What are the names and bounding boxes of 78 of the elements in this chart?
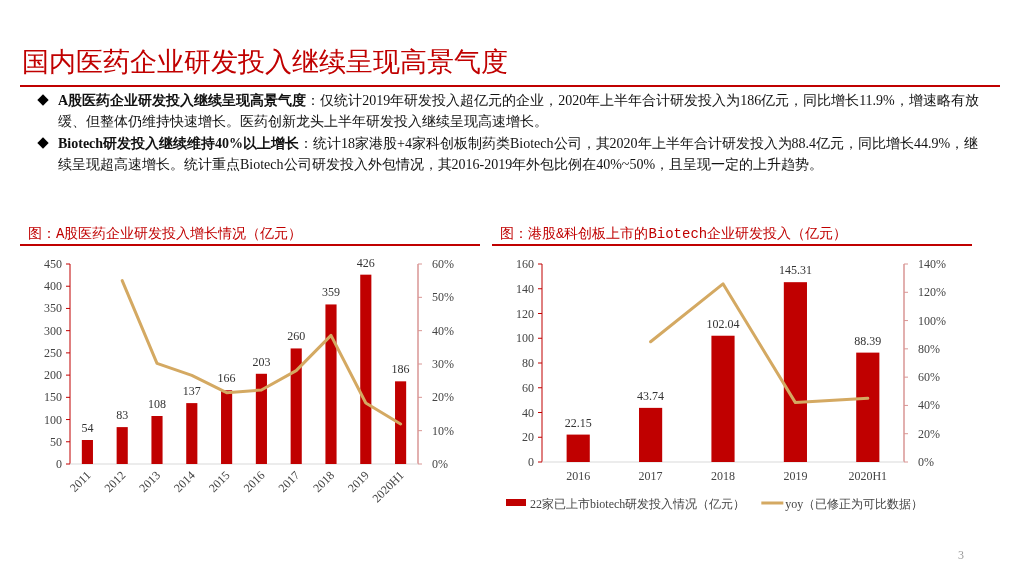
data-label: 43.74	[637, 388, 665, 403]
data-label: 166	[217, 371, 236, 386]
bar	[186, 403, 198, 464]
y2-tick-label: 100%	[918, 313, 946, 328]
y2-tick-label: 10%	[432, 423, 454, 438]
y2-tick-label: 20%	[918, 426, 940, 441]
y-tick-label: 40	[522, 405, 534, 420]
y-tick-label: 350	[44, 301, 62, 316]
bar	[711, 335, 735, 462]
data-label: 359	[322, 285, 340, 300]
y-tick-label: 120	[516, 306, 534, 321]
bar	[255, 373, 267, 464]
bar	[783, 282, 807, 462]
chart-title: 图：港股&科创板上市的Biotech企业研发投入（亿元）	[500, 226, 848, 242]
x-tick-label: 2017	[638, 469, 663, 483]
bar	[325, 304, 337, 464]
y2-tick-label: 60%	[432, 257, 454, 271]
y2-tick-label: 30%	[432, 357, 454, 371]
y2-tick-label: 80%	[918, 341, 940, 356]
y2-tick-label: 0%	[918, 455, 934, 469]
text: 3	[958, 548, 964, 563]
y-tick-label: 140	[516, 281, 534, 296]
bar	[151, 416, 163, 464]
bar	[639, 407, 663, 462]
y2-tick-label: 40%	[432, 323, 454, 338]
data-label: 83	[116, 408, 129, 423]
legend-label: 22家已上市biotech研发投入情况（亿元）	[530, 497, 746, 511]
chart-title: 图：A股医药企业研发投入增长情况（亿元）	[28, 226, 303, 242]
y-tick-label: 150	[44, 390, 62, 405]
x-tick-label: 2020H1	[848, 469, 888, 483]
data-label: 186	[391, 362, 410, 377]
y2-tick-label: 20%	[432, 390, 454, 405]
data-label: 137	[182, 384, 201, 399]
bar	[566, 434, 590, 462]
legend-label: yoy（已修正为可比数据）	[785, 497, 924, 511]
data-label: 88.39	[854, 333, 882, 348]
x-tick-label: 2016	[566, 469, 591, 483]
data-label: 102.04	[706, 316, 740, 331]
data-label: 22.15	[564, 415, 592, 430]
bar	[856, 352, 880, 462]
bar	[360, 274, 372, 464]
y-tick-label: 0	[56, 457, 62, 471]
text: A股医药企业研发投入继续呈现高景气度：仅统计2019年研发投入超亿元的企业，2020年上半年合计研发投入为186亿元，同比增长11.9%，增速略有放缓、但整体仍维持快速增长。医药创新龙头上半年研发投入继续呈现高速增长。	[58, 92, 980, 131]
y-tick-label: 160	[516, 257, 534, 271]
text: Biotech研发投入继续维持40%以上增长：统计18家港股+4家科创板制药类Biotech公司，其2020年上半年合计研发投入为88.4亿元，同比增长44.9%，继续呈现超高速增长。统计重点Biotech公司研发投入外包情况，其2016-2019年外包比例在40%~50%，且呈现一定的上升趋势。	[58, 135, 980, 174]
x-tick-label: 2018	[711, 469, 735, 483]
y-tick-label: 20	[522, 430, 534, 445]
data-label: 260	[287, 329, 306, 344]
data-label: 203	[252, 354, 271, 369]
bar	[290, 348, 302, 464]
y-tick-label: 80	[522, 356, 534, 370]
y-tick-label: 250	[44, 345, 62, 360]
y2-tick-label: 140%	[918, 257, 946, 271]
y-tick-label: 100	[44, 412, 62, 427]
y-tick-label: 60	[522, 380, 534, 395]
y2-tick-label: 40%	[918, 398, 940, 413]
y-tick-label: 200	[44, 368, 62, 383]
bar	[221, 390, 233, 464]
y2-tick-label: 120%	[918, 285, 946, 300]
data-label: 54	[81, 421, 94, 435]
y2-tick-label: 50%	[432, 290, 454, 305]
data-label: 145.31	[778, 263, 812, 278]
y-tick-label: 300	[44, 323, 62, 338]
bar	[395, 381, 407, 464]
y-tick-label: 100	[516, 331, 534, 346]
x-tick-label: 2011	[66, 468, 94, 495]
y2-tick-label: 0%	[432, 457, 448, 471]
data-label: 426	[356, 255, 375, 270]
data-label: 108	[148, 397, 166, 411]
y-tick-label: 50	[50, 434, 62, 449]
text: 国内医药企业研发投入继续呈现高景气度	[22, 46, 508, 79]
bar	[81, 440, 93, 464]
y2-tick-label: 60%	[918, 370, 940, 385]
x-tick-label: 2019	[783, 469, 808, 483]
bar	[116, 427, 128, 464]
y-tick-label: 400	[44, 279, 62, 294]
y-tick-label: 0	[528, 455, 534, 469]
y-tick-label: 450	[44, 257, 62, 271]
